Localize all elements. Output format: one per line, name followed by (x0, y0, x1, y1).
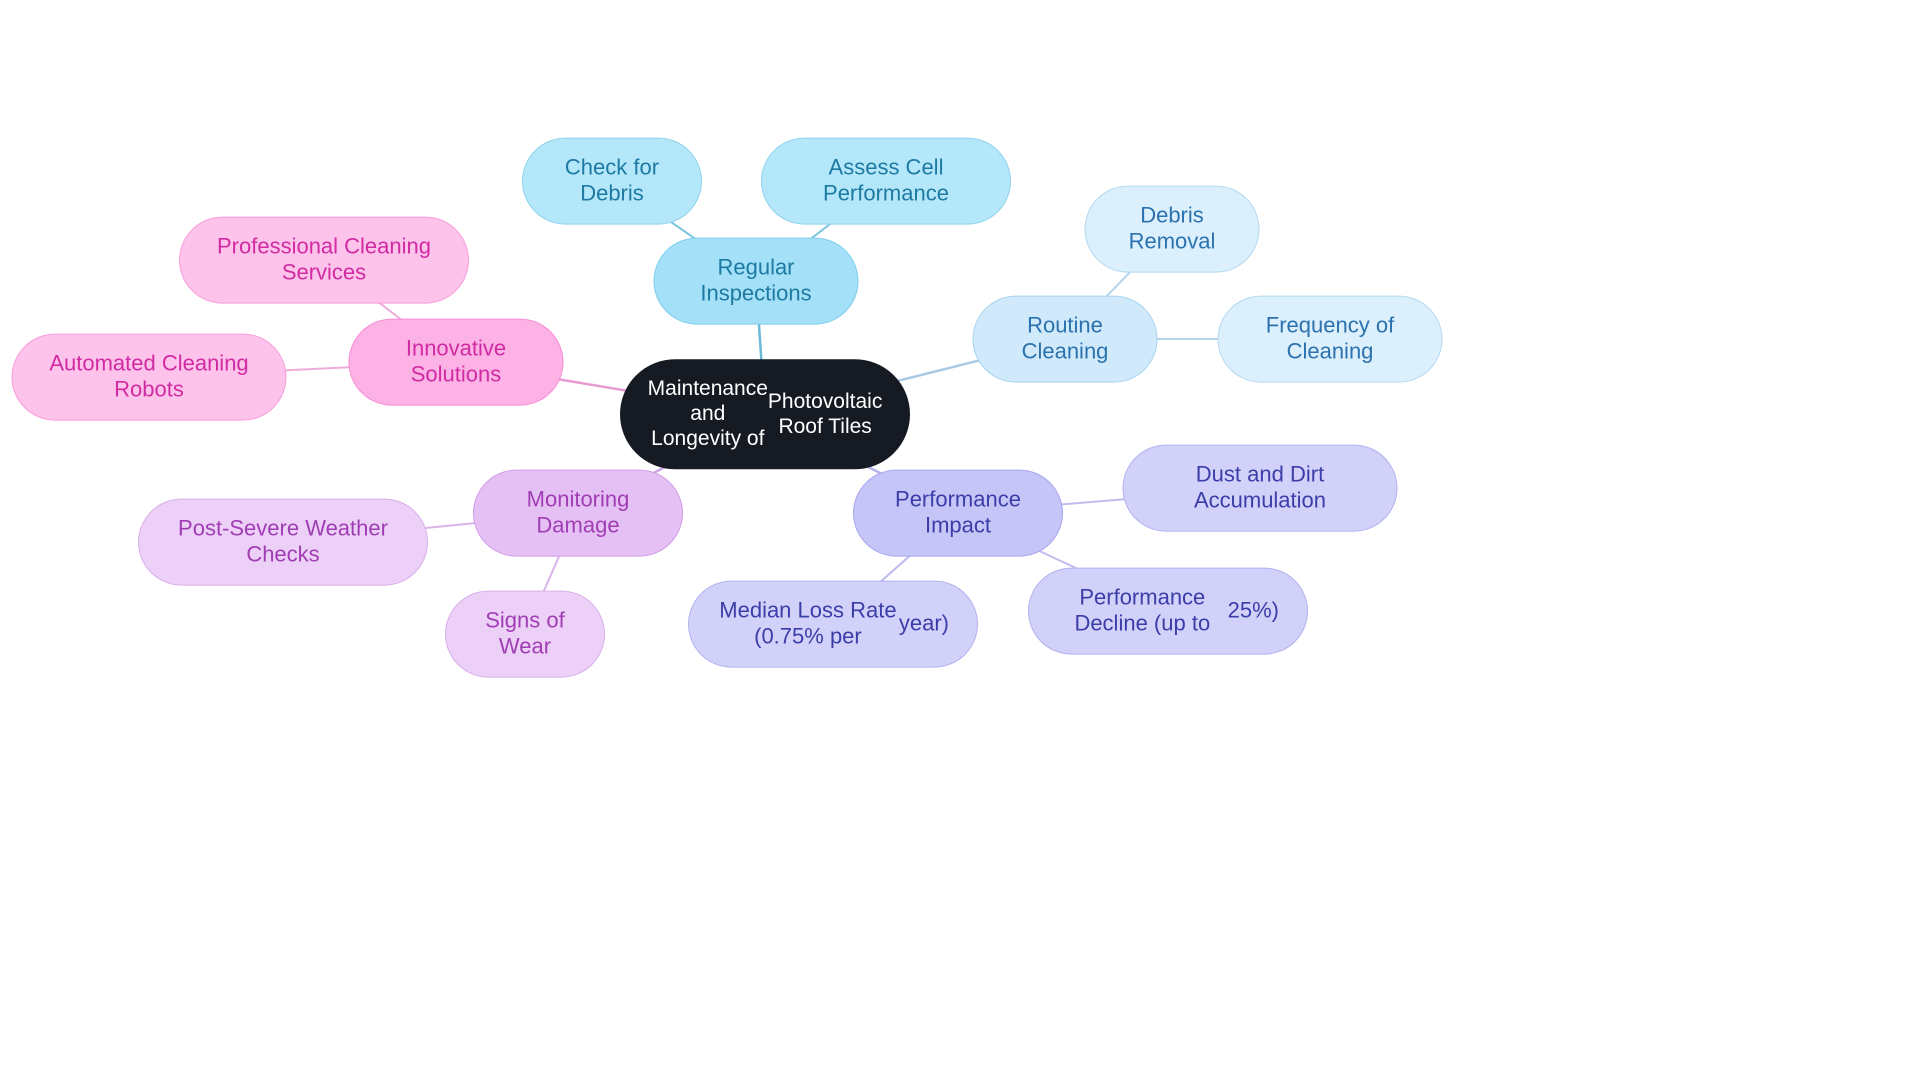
node-frequency_cleaning: Frequency of Cleaning (1218, 296, 1443, 383)
node-dust_dirt: Dust and Dirt Accumulation (1123, 445, 1398, 532)
node-performance_decline: Performance Decline (up to25%) (1028, 568, 1308, 655)
node-debris_removal: Debris Removal (1085, 186, 1260, 273)
node-median_loss: Median Loss Rate (0.75% peryear) (688, 581, 978, 668)
node-assess_cell: Assess Cell Performance (761, 138, 1011, 225)
node-automated_robots: Automated Cleaning Robots (12, 334, 287, 421)
node-regular_inspections: Regular Inspections (654, 238, 859, 325)
node-check_debris: Check for Debris (522, 138, 702, 225)
node-center: Maintenance and Longevity ofPhotovoltaic… (620, 359, 910, 469)
node-routine_cleaning: Routine Cleaning (973, 296, 1158, 383)
node-professional_cleaning: Professional Cleaning Services (179, 217, 469, 304)
node-innovative_solutions: Innovative Solutions (349, 319, 564, 406)
node-signs_wear: Signs of Wear (445, 591, 605, 678)
node-performance_impact: Performance Impact (853, 470, 1063, 557)
node-monitoring_damage: Monitoring Damage (473, 470, 683, 557)
node-post_weather: Post-Severe Weather Checks (138, 499, 428, 586)
